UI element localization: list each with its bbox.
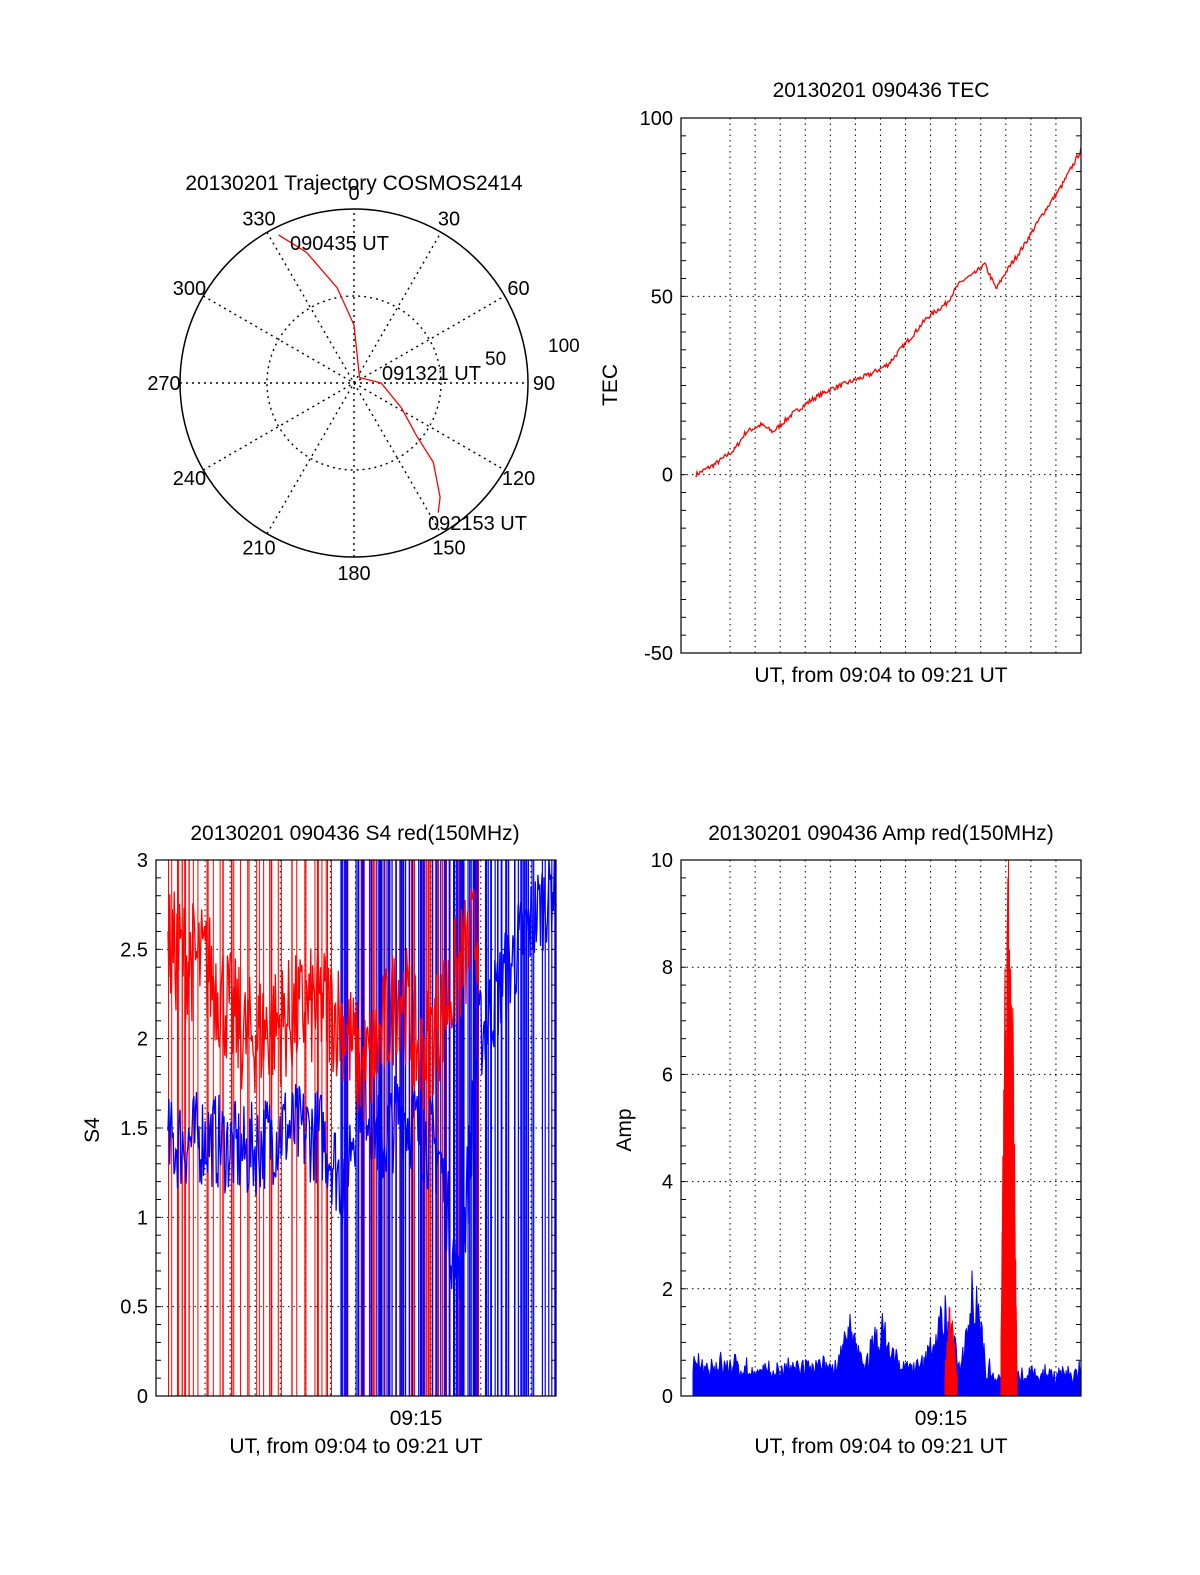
polar-grid (180, 209, 528, 557)
polar-azimuth-label: 60 (507, 278, 529, 300)
amp-ytick-label: 8 (662, 957, 673, 979)
amp-title: 20130201 090436 Amp red(150MHz) (708, 822, 1054, 845)
s4-plot-frame (155, 859, 557, 1397)
trajectory-middle-label: 091321 UT (382, 363, 481, 385)
s4-y-ticks: 0 0.5 1 1.5 2 2.5 3 (120, 850, 148, 1408)
polar-azimuth-label: 120 (502, 468, 535, 490)
polar-azimuth-label: 0 (348, 183, 359, 205)
polar-azimuth-label: 90 (533, 373, 555, 395)
amp-ytick-label: 4 (662, 1172, 673, 1194)
s4-title: 20130201 090436 S4 red(150MHz) (190, 822, 519, 845)
s4-xtick-label: 09:15 (390, 1407, 443, 1430)
amp-blue-series (692, 1270, 1082, 1397)
s4-ytick-label: 3 (137, 850, 148, 872)
tec-panel: 20130201 090436 TEC -50 0 50 100 UT, from 0… (599, 79, 1082, 687)
tec-series-line (695, 147, 1082, 478)
polar-radial-label-50: 50 (485, 349, 506, 370)
amp-ytick-label: 2 (662, 1279, 673, 1301)
amp-y-ticks: 0 2 4 6 8 10 (651, 850, 673, 1408)
s4-ytick-label: 0.5 (120, 1297, 148, 1319)
trajectory-end-label: 092153 UT (428, 513, 527, 535)
s4-red-series (167, 888, 480, 1122)
s4-ytick-label: 2.5 (120, 939, 148, 961)
amp-ytick-label: 10 (651, 850, 673, 872)
tec-grid (681, 118, 1081, 653)
s4-ytick-label: 1.5 (120, 1118, 148, 1140)
s4-ytick-label: 0 (137, 1386, 148, 1408)
polar-radial-label-100: 100 (548, 336, 580, 357)
s4-ytick-label: 1 (137, 1207, 148, 1229)
polar-azimuth-label: 180 (337, 563, 370, 585)
amp-plot-frame (680, 859, 1082, 1397)
polar-azimuth-label: 210 (242, 538, 275, 560)
polar-trajectory-panel: 20130201 Trajectory COSMOS2414 0 30 60 90 12… (147, 172, 579, 585)
polar-azimuth-label: 30 (438, 208, 460, 230)
trajectory-line (278, 234, 441, 513)
tec-xlabel: UT, from 09:04 to 09:21 UT (754, 664, 1007, 687)
amp-red-series (944, 859, 1018, 1397)
polar-azimuth-labels: 0 30 60 90 120 150 180 210 240 270 300 330 (147, 183, 555, 585)
amp-grid (681, 860, 1081, 1396)
polar-ring-50 (266, 295, 442, 471)
amp-xlabel: UT, from 09:04 to 09:21 UT (754, 1435, 1007, 1458)
s4-xlabel: UT, from 09:04 to 09:21 UT (229, 1435, 482, 1458)
amp-ytick-label: 6 (662, 1064, 673, 1086)
amp-panel: 20130201 090436 Amp red(150MHz) 0246810 … (613, 822, 1082, 1458)
amp-ytick-label: 0 (662, 1386, 673, 1408)
polar-title: 20130201 Trajectory COSMOS2414 (185, 172, 523, 195)
polar-azimuth-label: 240 (173, 468, 206, 490)
polar-azimuth-label: 150 (432, 538, 465, 560)
polar-spoke (266, 231, 442, 535)
amp-ylabel: Amp (613, 1108, 636, 1151)
tec-ytick-label: 0 (662, 465, 673, 487)
trajectory-start-label: 090435 UT (290, 233, 389, 255)
tec-plot-frame (680, 117, 1082, 654)
tec-ytick-label: 100 (640, 108, 673, 130)
tec-ytick-label: -50 (644, 643, 673, 665)
s4-ylabel: S4 (81, 1117, 104, 1143)
s4-ytick-label: 2 (137, 1029, 148, 1051)
polar-azimuth-label: 330 (242, 208, 275, 230)
polar-azimuth-label: 270 (147, 373, 180, 395)
polar-azimuth-label: 300 (173, 278, 206, 300)
tec-ytick-label: 50 (651, 286, 673, 308)
tec-ylabel: TEC (599, 364, 622, 406)
amp-xtick-label: 09:15 (915, 1407, 968, 1430)
tec-y-ticks: -50 0 50 100 (640, 108, 673, 665)
s4-panel: 20130201 090436 S4 red(150MHz) 0 0.5 1 1.5 2… (81, 822, 557, 1458)
polar-outer-circle (179, 208, 529, 558)
tec-title: 20130201 090436 TEC (773, 79, 990, 102)
